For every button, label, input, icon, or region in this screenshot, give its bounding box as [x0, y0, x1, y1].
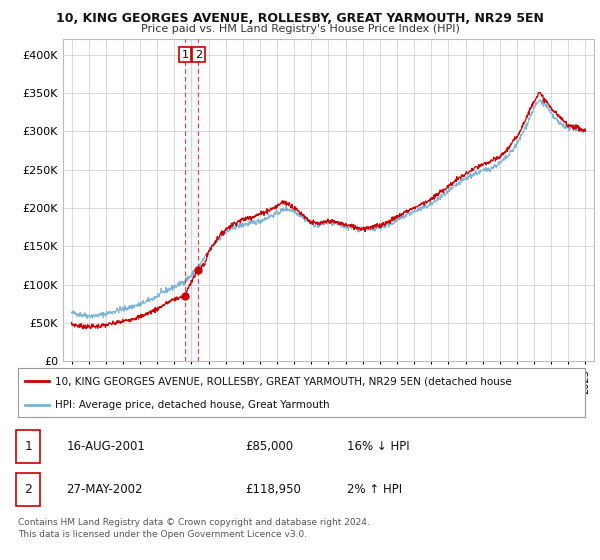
Text: 2% ↑ HPI: 2% ↑ HPI: [347, 483, 402, 496]
Text: 2: 2: [24, 483, 32, 496]
Text: 1: 1: [24, 440, 32, 452]
Bar: [185, 39, 199, 361]
Text: 16-AUG-2001: 16-AUG-2001: [66, 440, 145, 452]
FancyBboxPatch shape: [16, 473, 40, 506]
Text: HPI: Average price, detached house, Great Yarmouth: HPI: Average price, detached house, Grea…: [55, 400, 329, 410]
Text: £85,000: £85,000: [245, 440, 293, 452]
Text: Price paid vs. HM Land Registry's House Price Index (HPI): Price paid vs. HM Land Registry's House …: [140, 24, 460, 34]
Text: 10, KING GEORGES AVENUE, ROLLESBY, GREAT YARMOUTH, NR29 5EN (detached house: 10, KING GEORGES AVENUE, ROLLESBY, GREAT…: [55, 376, 512, 386]
FancyBboxPatch shape: [16, 430, 40, 463]
Text: 10, KING GEORGES AVENUE, ROLLESBY, GREAT YARMOUTH, NR29 5EN: 10, KING GEORGES AVENUE, ROLLESBY, GREAT…: [56, 12, 544, 25]
Text: 27-MAY-2002: 27-MAY-2002: [66, 483, 143, 496]
Text: 1: 1: [181, 49, 188, 59]
Text: 2: 2: [195, 49, 202, 59]
Text: Contains HM Land Registry data © Crown copyright and database right 2024.
This d: Contains HM Land Registry data © Crown c…: [18, 518, 370, 539]
Text: £118,950: £118,950: [245, 483, 301, 496]
Text: 16% ↓ HPI: 16% ↓ HPI: [347, 440, 409, 452]
